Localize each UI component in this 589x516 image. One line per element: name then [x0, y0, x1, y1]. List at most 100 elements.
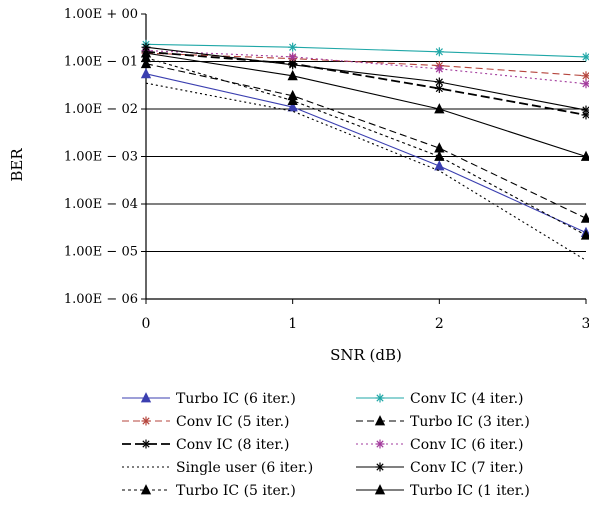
- star-stroke: [142, 43, 150, 51]
- star-stroke: [582, 80, 589, 88]
- y-tick-label: 1.00E − 06: [64, 292, 138, 307]
- series-line: [145, 50, 587, 85]
- y-tick-label: 1.00E − 05: [64, 245, 138, 260]
- star-stroke: [582, 53, 589, 61]
- series: [141, 48, 589, 81]
- data-point: [287, 94, 298, 106]
- series-line: [145, 43, 587, 58]
- data-point: [288, 42, 298, 52]
- star-stroke: [582, 72, 589, 80]
- x-tick-label: 1: [288, 316, 297, 332]
- grid-lines: [146, 61, 586, 252]
- series-line: [145, 52, 587, 77]
- legend-label: Single user (6 iter.): [176, 460, 313, 476]
- y-tick-label: 1.00E − 04: [64, 197, 138, 212]
- series: [140, 57, 589, 223]
- legend-item: Conv IC (4 iter.): [356, 391, 523, 407]
- data-point: [434, 150, 445, 161]
- star-stroke: [435, 65, 443, 73]
- legend-label: Turbo IC (1 iter.): [410, 483, 530, 499]
- y-axis-label: BER: [8, 148, 26, 182]
- legend-item: Turbo IC (5 iter.): [122, 483, 296, 499]
- series: [140, 67, 589, 237]
- series: [145, 82, 587, 261]
- legend-marker: [375, 462, 385, 472]
- star-stroke: [435, 48, 443, 56]
- data-point: [140, 47, 152, 58]
- legend-item: Turbo IC (1 iter.): [356, 483, 530, 499]
- x-tick-label: 2: [435, 316, 444, 332]
- data-point: [581, 71, 589, 81]
- data-point: [581, 52, 589, 62]
- star-stroke: [142, 440, 150, 448]
- x-axis-label: SNR (dB): [330, 346, 402, 364]
- star-stroke: [376, 463, 384, 471]
- legend-marker: [375, 393, 385, 403]
- star-stroke: [435, 84, 443, 93]
- y-tick-label: 1.00E − 03: [64, 150, 138, 165]
- star-stroke: [376, 440, 384, 448]
- axes: [141, 13, 587, 304]
- series-line: [145, 82, 587, 261]
- star-stroke: [289, 61, 297, 69]
- legend-item: Conv IC (5 iter.): [122, 414, 289, 430]
- legend-label: Turbo IC (5 iter.): [176, 483, 296, 499]
- series-line: [145, 52, 587, 158]
- data-point: [140, 67, 152, 79]
- data-point: [288, 60, 298, 70]
- series-line: [145, 73, 587, 234]
- data-point: [581, 79, 589, 89]
- data-point: [580, 150, 589, 161]
- star-stroke: [376, 394, 384, 402]
- legend-item: Turbo IC (3 iter.): [356, 414, 530, 430]
- x-tick-label: 3: [582, 316, 589, 332]
- series: [140, 51, 589, 240]
- data-point: [434, 47, 444, 57]
- legend-marker: [140, 484, 152, 495]
- legend-item: Conv IC (8 iter.): [122, 437, 289, 453]
- legend-marker: [375, 439, 385, 449]
- data-point: [581, 105, 589, 115]
- x-tick-label: 0: [142, 316, 151, 332]
- data-point: [140, 57, 152, 69]
- series: [141, 42, 589, 115]
- data-series: [140, 39, 589, 261]
- legend-label: Conv IC (7 iter.): [410, 460, 523, 476]
- y-tick-label: 1.00E − 01: [64, 55, 138, 70]
- legend-item: Conv IC (6 iter.): [356, 437, 523, 453]
- data-point: [434, 160, 445, 171]
- legend-item: Conv IC (7 iter.): [356, 460, 523, 476]
- legend: Turbo IC (6 iter.) Conv IC (4 iter.) Conv …: [122, 391, 530, 499]
- data-point: [580, 212, 589, 223]
- legend-item: Turbo IC (6 iter.): [122, 391, 296, 407]
- series: [141, 39, 589, 62]
- star-stroke: [289, 53, 297, 61]
- legend-marker: [141, 416, 151, 426]
- y-tick-label: 1.00E − 02: [64, 102, 138, 117]
- legend-marker: [374, 484, 386, 495]
- legend-label: Conv IC (5 iter.): [176, 414, 289, 430]
- legend-label: Turbo IC (3 iter.): [410, 414, 530, 430]
- star-stroke: [142, 417, 150, 425]
- series-line: [145, 57, 587, 236]
- tick-labels: 1.00E + 00 1.00E − 01 1.00E − 02 1.00E − 03…: [64, 7, 589, 332]
- data-point: [287, 101, 298, 112]
- legend-item: Single user (6 iter.): [122, 460, 313, 476]
- data-point: [580, 229, 589, 240]
- legend-marker: [140, 392, 152, 403]
- data-point: [434, 103, 445, 114]
- data-point: [287, 69, 298, 81]
- legend-label: Turbo IC (6 iter.): [176, 391, 296, 407]
- star-stroke: [435, 78, 443, 86]
- star-stroke: [289, 43, 297, 51]
- series-line: [145, 46, 587, 111]
- data-point: [434, 64, 444, 74]
- series-line: [145, 50, 587, 116]
- series: [141, 46, 589, 89]
- legend-marker: [374, 415, 386, 426]
- star-stroke: [582, 106, 589, 114]
- series-line: [145, 63, 587, 219]
- legend-label: Conv IC (8 iter.): [176, 437, 289, 453]
- y-tick-label: 1.00E + 00: [64, 7, 138, 22]
